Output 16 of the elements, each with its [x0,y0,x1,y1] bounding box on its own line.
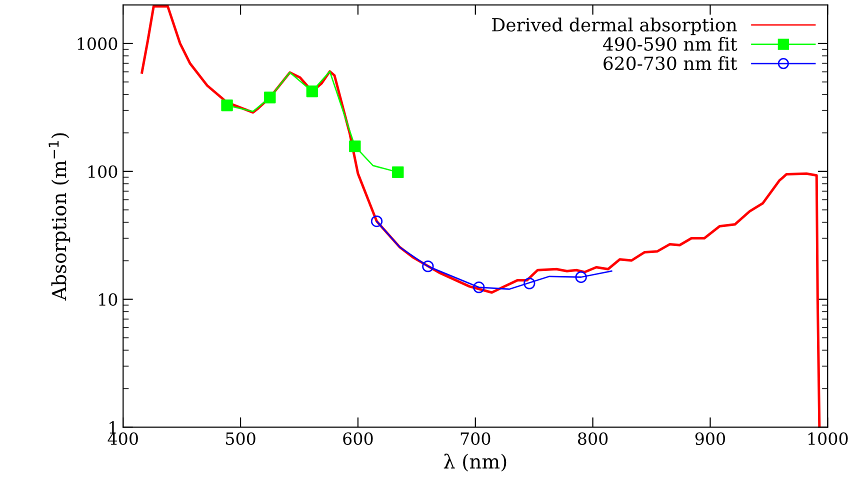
legend-label: Derived dermal absorption [492,18,737,36]
y-axis-title: Absorption (m$^{−1}$) [48,133,70,301]
y-tick-label: 1000 [78,37,118,50]
x-axis-title: λ (nm) [444,454,506,472]
x-tick-label: 900 [695,432,726,445]
y-tick-label: 1 [110,421,116,434]
x-tick-label: 800 [578,432,608,445]
x-tick-label: 500 [226,432,256,445]
x-tick-label: 700 [460,432,490,445]
x-tick-label: 400 [108,432,138,445]
y-tick-label: 10 [99,293,118,306]
y-tick-label: 100 [88,165,118,178]
x-tick-label: 1000 [808,432,848,445]
legend-label: 620-730 nm fit [604,56,738,70]
legend-label: 490-590 nm fit [602,36,738,51]
x-tick-label: 600 [343,432,373,445]
